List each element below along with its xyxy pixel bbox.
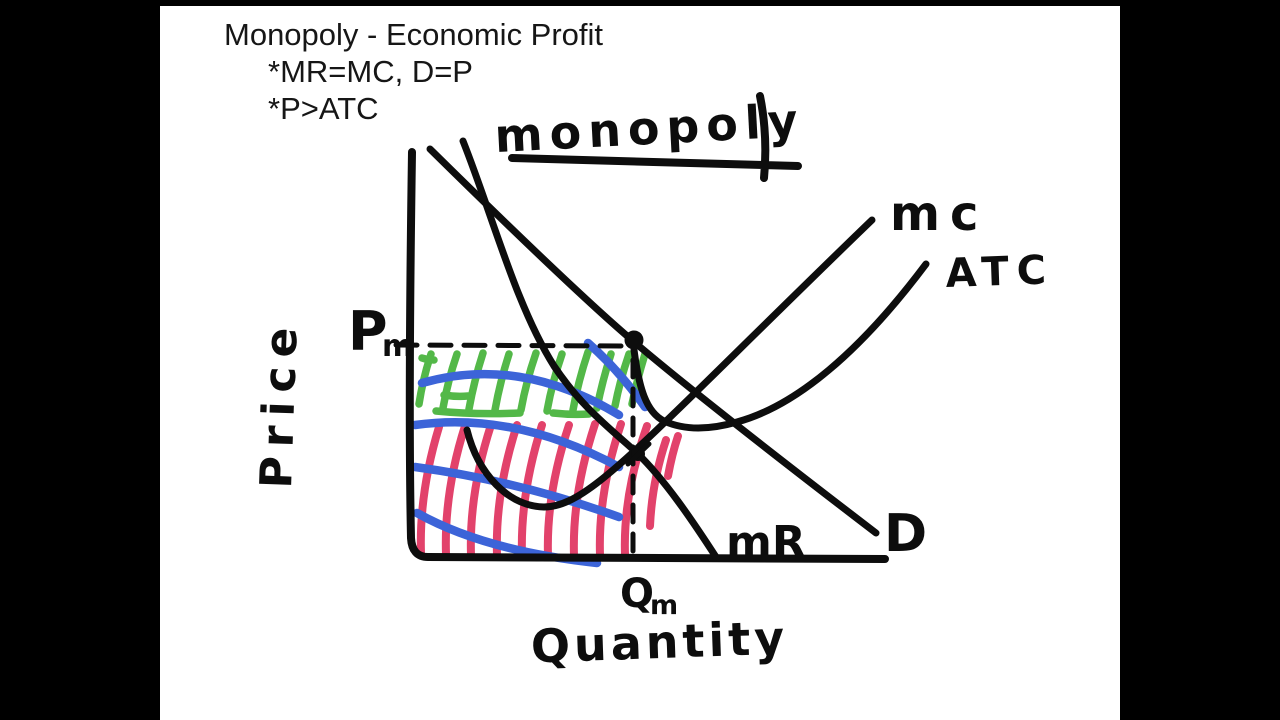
- note-mr-mc: *MR=MC, D=P: [268, 54, 473, 89]
- note-p-atc: *P>ATC: [268, 91, 379, 126]
- ink-labels: monopoly Price P m Q m Quantity mc ATC m…: [251, 93, 1055, 674]
- x-axis-label: Quantity: [530, 611, 789, 674]
- average-total-cost-curve: [630, 260, 930, 432]
- pm-label-main: P: [348, 300, 388, 363]
- monopoly-diagram: monopoly Price P m Q m Quantity mc ATC m…: [251, 92, 1055, 674]
- axes: [405, 148, 889, 563]
- monopoly-price-dot: [624, 330, 644, 350]
- mc-curve-label: mc: [890, 186, 988, 242]
- letterbox-bar-right: [1120, 0, 1280, 720]
- header-notes: Monopoly - Economic Profit *MR=MC, D=P *…: [224, 16, 603, 127]
- title-underline: [508, 92, 802, 182]
- pm-dashed-line: [393, 342, 633, 349]
- qm-label-sub: m: [650, 590, 678, 621]
- marginal-cost-curve: [463, 216, 876, 511]
- y-axis-label: Price: [251, 318, 308, 490]
- letterbox-bar-left: [0, 0, 160, 720]
- ink-lines: [393, 92, 930, 563]
- letterbox-bar-top: [0, 0, 1280, 6]
- page-title: Monopoly - Economic Profit: [224, 17, 604, 52]
- qm-label-main: Q: [620, 571, 654, 617]
- mr-mc-intersection-stroke: [625, 441, 652, 467]
- diagram-title: monopoly: [493, 93, 806, 163]
- marginal-revenue-curve: [459, 137, 720, 561]
- atc-curve-label: ATC: [945, 247, 1055, 297]
- mr-curve-label: mR: [726, 517, 806, 568]
- pm-label-sub: m: [382, 329, 413, 364]
- d-curve-label: D: [884, 504, 927, 564]
- whiteboard-canvas: Monopoly - Economic Profit *MR=MC, D=P *…: [160, 6, 1120, 720]
